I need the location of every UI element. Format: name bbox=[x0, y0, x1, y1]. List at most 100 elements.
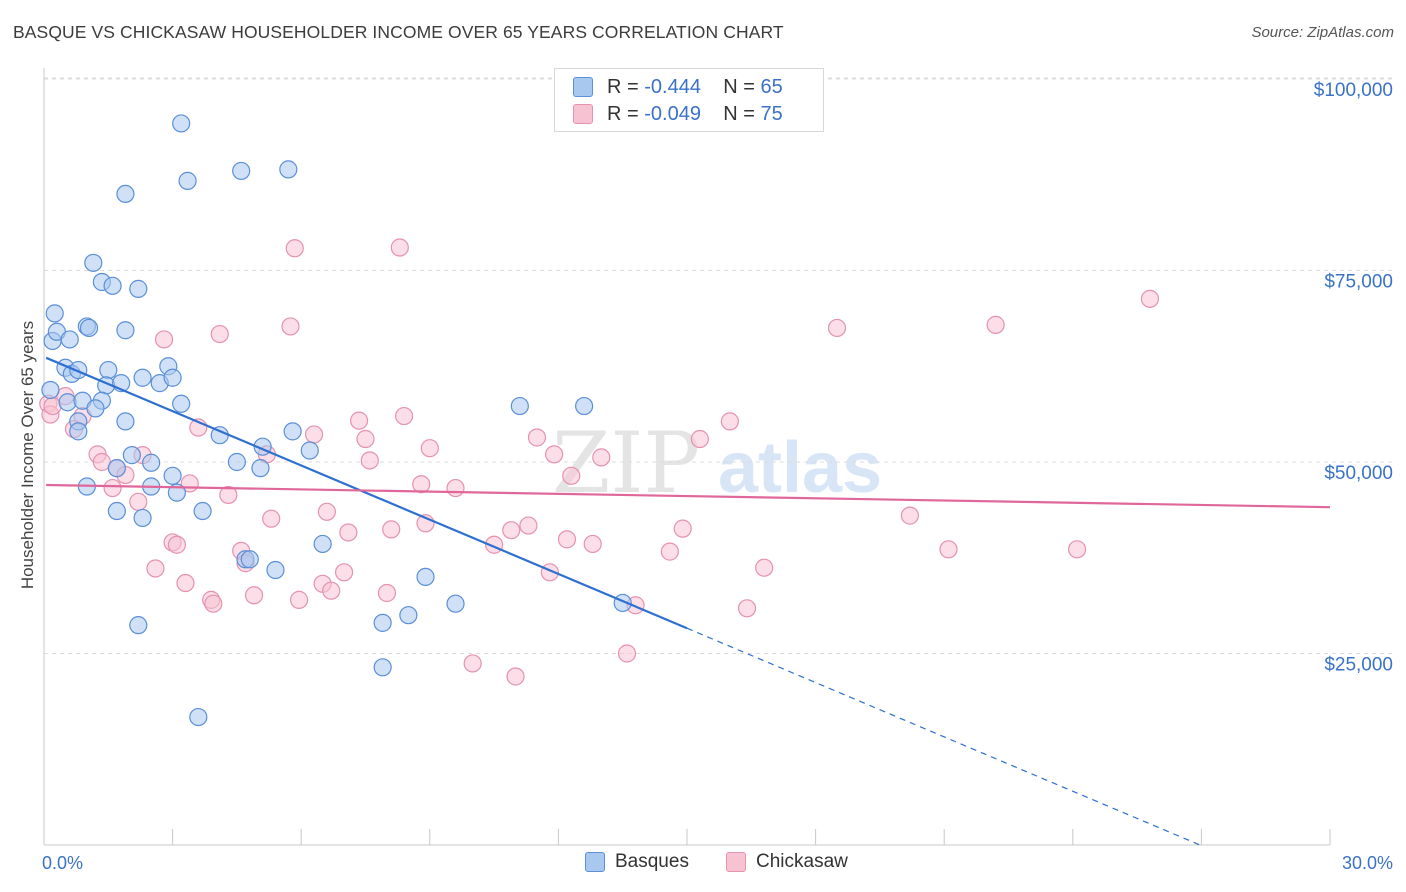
basques-point bbox=[172, 114, 191, 133]
x-tick-label: 30.0% bbox=[1342, 853, 1393, 873]
chickasaw-point bbox=[146, 559, 165, 578]
basques-point bbox=[266, 560, 285, 580]
chickasaw-point bbox=[737, 599, 757, 618]
legend-n-label: N = bbox=[723, 102, 755, 125]
basques-point bbox=[84, 253, 103, 272]
basques-point bbox=[133, 368, 152, 387]
basques-point bbox=[142, 453, 161, 472]
bottom-legend-chickasaw: Chickasaw bbox=[726, 851, 848, 873]
chickasaw-point bbox=[154, 330, 174, 349]
basques-point bbox=[129, 279, 148, 298]
basques-point bbox=[129, 616, 148, 635]
basques-point bbox=[41, 380, 60, 400]
chickasaw-point bbox=[673, 519, 692, 538]
legend-r-value-basques: -0.444 bbox=[644, 75, 701, 98]
chickasaw-point bbox=[827, 318, 847, 338]
chickasaw-point bbox=[420, 439, 439, 458]
basques-swatch bbox=[573, 77, 593, 97]
legend-n-label: N = bbox=[723, 75, 755, 98]
basques-trend-extension bbox=[686, 627, 1201, 846]
basques-point bbox=[107, 459, 126, 478]
axes bbox=[43, 68, 1331, 846]
chickasaw-point bbox=[322, 581, 341, 600]
watermark-zip: ZIP bbox=[552, 414, 700, 512]
basques-legend-label: Basques bbox=[615, 851, 689, 872]
chickasaw-swatch bbox=[573, 104, 593, 124]
basques-point bbox=[116, 321, 135, 340]
basques-legend-swatch bbox=[585, 852, 605, 872]
chickasaw-point bbox=[394, 406, 414, 426]
chickasaw-legend-label: Chickasaw bbox=[756, 851, 848, 872]
chickasaw-point bbox=[339, 523, 358, 542]
basques-point bbox=[313, 534, 332, 554]
source-label: Source: ZipAtlas.com bbox=[1251, 24, 1394, 41]
basques-point bbox=[178, 171, 197, 190]
chickasaw-point bbox=[304, 425, 324, 444]
legend-r-label: R = bbox=[607, 75, 639, 98]
basques-point bbox=[510, 396, 529, 416]
y-tick-label: $75,000 bbox=[1324, 272, 1393, 293]
basques-point bbox=[58, 393, 77, 412]
chickasaw-point bbox=[720, 412, 739, 431]
y-tick-label: $100,000 bbox=[1314, 80, 1393, 101]
basques-point bbox=[103, 276, 122, 295]
basques-point bbox=[163, 466, 182, 485]
chickasaw-point bbox=[562, 466, 581, 485]
basques-point bbox=[240, 550, 259, 569]
basques-point bbox=[283, 422, 302, 441]
basques-point bbox=[416, 567, 435, 587]
chickasaw-point bbox=[900, 506, 920, 525]
legend-r-value-chickasaw: -0.049 bbox=[644, 102, 701, 125]
basques-point bbox=[60, 330, 79, 349]
chickasaw-point bbox=[281, 317, 300, 336]
basques-point bbox=[373, 658, 392, 677]
basques-point bbox=[116, 412, 135, 431]
basques-trend-line bbox=[45, 356, 688, 630]
chickasaw-point bbox=[390, 238, 409, 257]
chickasaw-point bbox=[360, 451, 379, 470]
watermark-atlas: atlas bbox=[718, 428, 882, 508]
basques-point bbox=[86, 399, 105, 418]
chickasaw-point bbox=[519, 516, 538, 535]
basques-point bbox=[69, 360, 88, 380]
chickasaw-point bbox=[583, 534, 602, 554]
chickasaw-point bbox=[617, 644, 637, 663]
chickasaw-point bbox=[1067, 540, 1087, 559]
trend-lines bbox=[45, 356, 1331, 846]
basques-points bbox=[41, 114, 632, 727]
chickasaw-point bbox=[557, 530, 577, 549]
basques-point bbox=[193, 501, 212, 521]
chickasaw-point bbox=[527, 428, 547, 447]
chickasaw-point bbox=[219, 485, 238, 505]
chickasaw-point bbox=[317, 502, 337, 521]
basques-point bbox=[172, 394, 191, 413]
basques-point bbox=[373, 613, 392, 632]
chickasaw-point bbox=[755, 558, 774, 577]
basques-point bbox=[232, 161, 251, 181]
legend-n-value-chickasaw: 75 bbox=[760, 102, 783, 125]
x-tick-label: 0.0% bbox=[42, 853, 83, 873]
chickasaw-point bbox=[986, 315, 1005, 334]
chickasaw-point bbox=[377, 583, 397, 603]
basques-point bbox=[69, 422, 88, 441]
basques-point bbox=[133, 508, 152, 528]
chickasaw-point bbox=[289, 590, 309, 609]
basques-point bbox=[45, 304, 64, 323]
chickasaw-point bbox=[690, 429, 709, 449]
chickasaw-point bbox=[939, 540, 958, 559]
basques-point bbox=[99, 360, 118, 380]
basques-point bbox=[251, 459, 270, 478]
chickasaw-point bbox=[349, 411, 369, 430]
chickasaw-point bbox=[262, 509, 281, 528]
chickasaw-point bbox=[545, 445, 564, 464]
bottom-legend-basques: Basques bbox=[585, 851, 689, 873]
y-tick-labels: $25,000 $50,000 $75,000 $100,000 bbox=[1314, 80, 1393, 676]
basques-point bbox=[122, 446, 141, 465]
x-tick-labels: 0.0% 30.0% bbox=[42, 853, 1393, 873]
chickasaw-point bbox=[463, 654, 482, 673]
basques-point bbox=[575, 396, 594, 416]
legend-n-value-basques: 65 bbox=[760, 75, 783, 98]
legend-row-basques: R = -0.444 N = 65 bbox=[573, 75, 783, 99]
legend-row-chickasaw: R = -0.049 N = 75 bbox=[573, 102, 783, 126]
